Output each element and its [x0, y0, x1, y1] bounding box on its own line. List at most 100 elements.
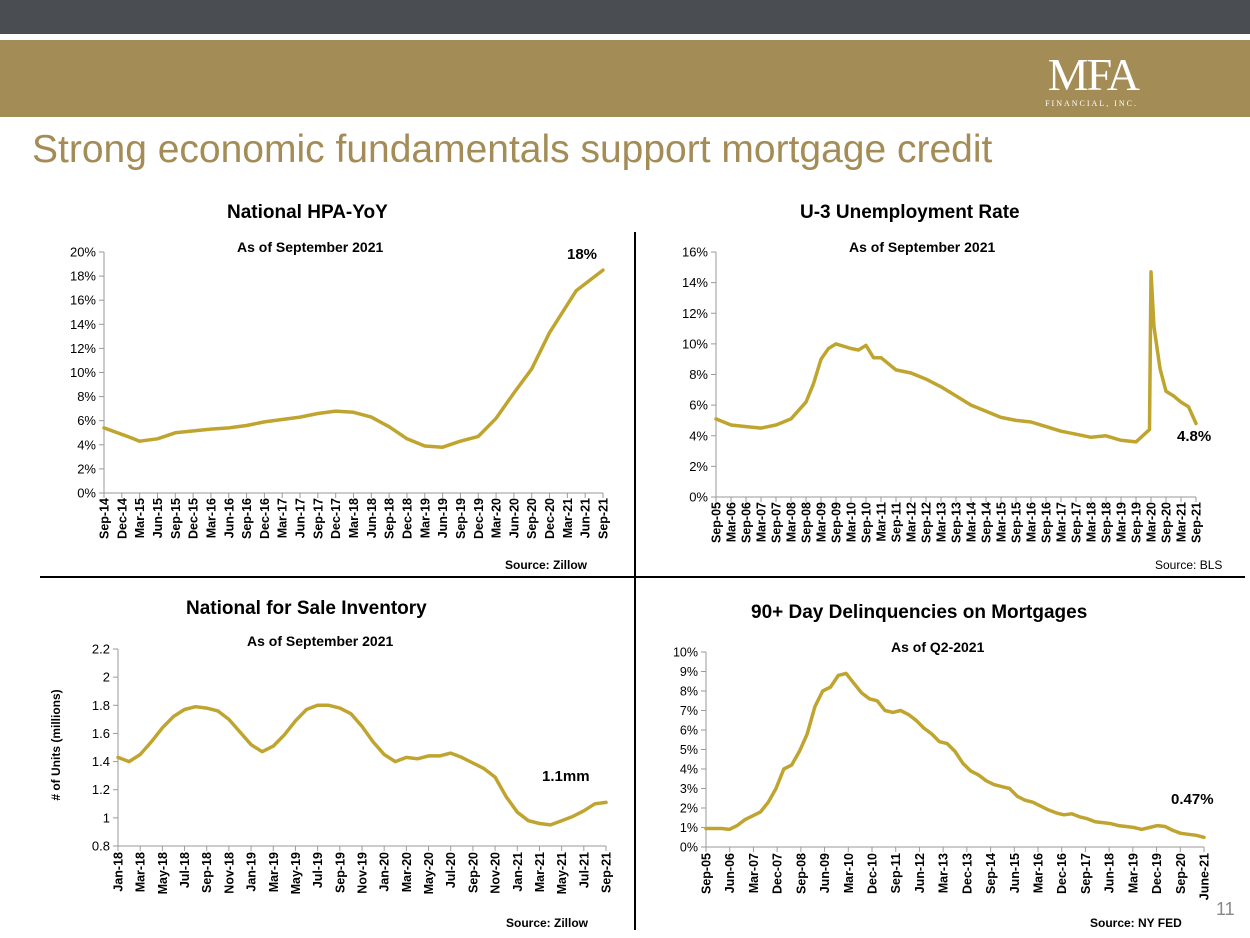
x-tick-label: Mar-07	[755, 502, 769, 542]
x-tick-label: Nov-19	[356, 852, 370, 894]
x-tick-label: Mar-19	[267, 852, 281, 892]
chart-subtitle: As of Q2-2021	[891, 639, 985, 655]
chart-source: Source: NY FED	[1090, 916, 1182, 930]
x-tick-label: Dec-15	[187, 498, 201, 539]
x-tick-label: Mar-18	[134, 852, 148, 892]
quadrant-divider-vertical	[634, 232, 636, 930]
x-tick-label: Sep-18	[383, 498, 397, 539]
x-tick-label: Mar-15	[995, 502, 1009, 542]
x-tick-label: Sep-17	[1079, 853, 1093, 894]
y-tick-label: 6%	[77, 413, 96, 428]
x-tick-label: Sep-14	[984, 853, 998, 894]
x-tick-label: Sep-05	[710, 502, 724, 543]
slide-title: Strong economic fundamentals support mor…	[32, 128, 993, 171]
x-tick-label: Sep-14	[98, 498, 112, 539]
x-tick-label: Jun-06	[723, 853, 737, 893]
y-tick-label: 6%	[689, 398, 708, 413]
chart-annotation: 1.1mm	[542, 768, 590, 785]
y-tick-label: 10%	[70, 365, 96, 380]
x-tick-label: Mar-06	[725, 502, 739, 542]
x-tick-label: Mar-10	[842, 853, 856, 893]
y-tick-label: 2	[103, 670, 110, 685]
chart-title: National HPA-YoY	[227, 202, 388, 223]
x-tick-label: Sep-18	[200, 852, 214, 893]
x-tick-label: Sep-20	[1160, 502, 1174, 543]
y-tick-label: 1%	[680, 821, 698, 835]
x-tick-label: Dec-10	[866, 853, 880, 894]
x-tick-label: Mar-21	[533, 852, 547, 892]
x-tick-label: Jul-20	[444, 852, 458, 888]
y-tick-label: 0%	[77, 486, 96, 501]
x-tick-label: Jun-15	[151, 498, 165, 538]
series-line	[116, 703, 608, 827]
x-tick-label: Jul-19	[311, 852, 325, 888]
x-tick-label: Sep-08	[794, 853, 808, 894]
x-tick-label: Jun-15	[1008, 853, 1022, 893]
x-tick-label: Sep-17	[1070, 502, 1084, 543]
y-tick-label: 6%	[680, 724, 698, 738]
x-tick-label: Jun-18	[365, 498, 379, 538]
x-tick-label: Dec-16	[258, 498, 272, 539]
chart-sale-inventory: National for Sale Inventory As of Septem…	[40, 578, 620, 930]
x-tick-label: Sep-11	[889, 853, 903, 893]
chart-source: Source: Zillow	[505, 558, 588, 572]
chart-source: Source: BLS	[1155, 558, 1223, 572]
y-tick-label: 12%	[70, 341, 96, 356]
chart-annotation: 0.47%	[1171, 791, 1214, 808]
y-tick-label: 8%	[680, 685, 698, 699]
x-tick-label: Sep-14	[980, 502, 994, 543]
x-tick-label: Sep-20	[1174, 853, 1188, 894]
x-tick-label: Sep-06	[740, 502, 754, 543]
y-tick-label: 16%	[682, 245, 708, 260]
x-tick-label: Mar-18	[1085, 502, 1099, 542]
x-tick-label: Sep-07	[770, 502, 784, 543]
y-tick-label: 7%	[680, 704, 698, 718]
chart-source: Source: Zillow	[506, 916, 589, 930]
chart-annotation: 18%	[567, 246, 598, 263]
x-tick-label: Mar-09	[815, 502, 829, 542]
y-tick-label: 4%	[77, 437, 96, 452]
x-tick-label: Sep-21	[1190, 502, 1204, 543]
header-gold-band	[0, 40, 1250, 117]
chart-title: U-3 Unemployment Rate	[800, 202, 1020, 223]
x-tick-label: Jun-19	[436, 498, 450, 538]
x-tick-label: Sep-15	[1010, 502, 1024, 543]
x-tick-label: Jun-21	[579, 498, 593, 538]
x-tick-label: May-19	[289, 852, 303, 894]
y-tick-label: 9%	[680, 665, 698, 679]
chart-plot: 0% 2% 4% 6% 8% 10% 12% 14% 16% 18% 20% Sep-14 Dec-14…	[70, 245, 611, 540]
chart-subtitle: As of September 2021	[247, 633, 394, 649]
y-tick-label: 0.8	[92, 839, 110, 854]
x-tick-label: Mar-20	[490, 498, 504, 538]
y-tick-label: 14%	[682, 275, 708, 290]
x-tick-label: Sep-12	[920, 502, 934, 543]
x-tick-label: Dec-19	[472, 498, 486, 539]
x-tick-label: Jul-18	[178, 852, 192, 888]
y-tick-label: 0%	[689, 490, 708, 505]
y-tick-label: 18%	[70, 269, 96, 284]
y-tick-label: 12%	[682, 306, 708, 321]
y-axis-title: # of Units (millions)	[49, 689, 63, 801]
y-tick-label: 1	[103, 810, 110, 825]
x-tick-label: Mar-12	[905, 502, 919, 542]
x-tick-label: Dec-18	[400, 498, 414, 539]
x-tick-label: Mar-13	[937, 853, 951, 893]
series-line	[704, 671, 1206, 840]
x-tick-label: Nov-20	[489, 852, 503, 894]
x-tick-label: Mar-10	[845, 502, 859, 542]
y-tick-label: 10%	[682, 336, 708, 351]
chart-title: National for Sale Inventory	[186, 598, 427, 619]
y-tick-label: 4%	[680, 763, 698, 777]
x-tick-label: Jul-21	[577, 852, 591, 888]
x-tick-label: Mar-16	[1025, 502, 1039, 542]
x-tick-label: Jan-18	[112, 852, 126, 892]
x-tick-label: Mar-16	[1032, 853, 1046, 893]
x-tick-label: Mar-15	[133, 498, 147, 538]
x-tick-label: Dec-13	[960, 853, 974, 894]
chart-title: 90+ Day Delinquencies on Mortgages	[751, 602, 1088, 623]
y-tick-label: 8%	[77, 389, 96, 404]
x-tick-label: Nov-18	[222, 852, 236, 894]
x-tick-label: Dec-16	[1055, 853, 1069, 894]
x-tick-label: Mar-19	[418, 498, 432, 538]
chart-annotation: 4.8%	[1177, 428, 1212, 445]
